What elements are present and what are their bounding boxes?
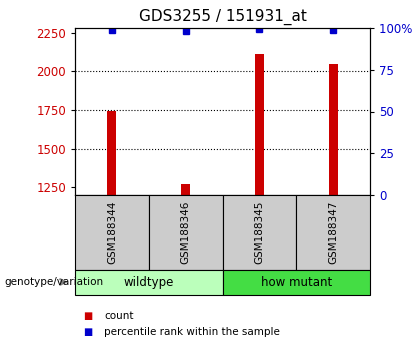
Bar (108, 112, 116, 195)
Bar (255, 54, 264, 195)
Bar (149, 195, 223, 270)
Bar (296, 195, 370, 270)
Text: ■: ■ (84, 311, 93, 321)
Bar (75, 270, 223, 295)
Bar (223, 195, 296, 270)
Text: wildtype: wildtype (123, 276, 174, 289)
Text: count: count (105, 311, 134, 321)
Text: GSM188344: GSM188344 (107, 201, 117, 264)
Text: percentile rank within the sample: percentile rank within the sample (105, 327, 280, 337)
Bar (329, 64, 338, 195)
Text: GSM188347: GSM188347 (328, 201, 338, 264)
Text: genotype/variation: genotype/variation (4, 277, 103, 287)
Text: GSM188345: GSM188345 (255, 201, 264, 264)
Text: ■: ■ (84, 327, 93, 337)
Text: GSM188346: GSM188346 (181, 201, 191, 264)
Bar (223, 270, 370, 295)
Text: how mutant: how mutant (261, 276, 332, 289)
Bar (75, 195, 149, 270)
Bar (181, 184, 190, 195)
Title: GDS3255 / 151931_at: GDS3255 / 151931_at (139, 9, 307, 25)
